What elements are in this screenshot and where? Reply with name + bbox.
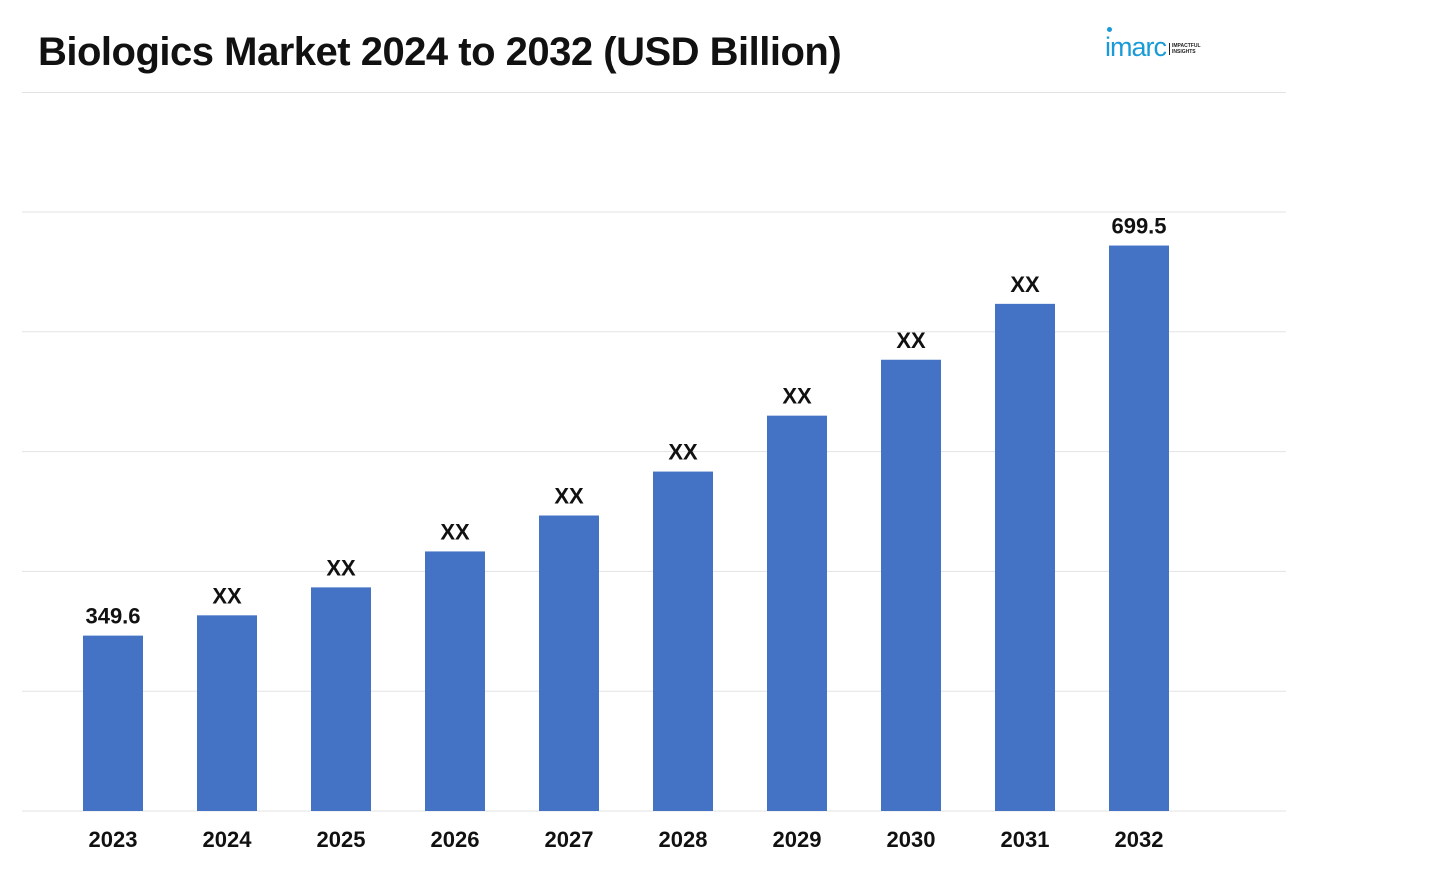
logo-tagline: IMPACTFUL INSIGHTS [1169, 43, 1201, 55]
bar-2023 [83, 635, 143, 811]
data-label-2024: XX [212, 583, 242, 608]
x-tick-2027: 2027 [545, 827, 594, 852]
logo-wordmark: imarc [1105, 27, 1167, 62]
bar-2030 [881, 359, 941, 811]
x-tick-2030: 2030 [887, 827, 936, 852]
bar-2029 [767, 415, 827, 811]
x-tick-2028: 2028 [659, 827, 708, 852]
data-label-2032: 699.5 [1111, 214, 1166, 239]
data-label-2023: 349.6 [85, 604, 140, 629]
imarc-logo: imarc IMPACTFUL INSIGHTS [1105, 27, 1201, 70]
bar-2026 [425, 551, 485, 811]
data-label-2027: XX [554, 483, 584, 508]
logo-tagline-line1: IMPACTFUL [1172, 43, 1201, 49]
x-tick-2029: 2029 [773, 827, 822, 852]
x-tick-2031: 2031 [1001, 827, 1050, 852]
data-label-2028: XX [668, 440, 698, 465]
bar-2024 [197, 615, 257, 811]
data-label-2029: XX [782, 384, 812, 409]
bar-2032 [1109, 245, 1169, 811]
data-label-2026: XX [440, 519, 470, 544]
data-label-2031: XX [1010, 272, 1040, 297]
bar-2028 [653, 471, 713, 811]
x-tick-2024: 2024 [203, 827, 253, 852]
x-axis-labels: 2023 2024 2025 2026 2027 2028 2029 2030 2031 2032 [89, 827, 1164, 852]
bar-2027 [539, 515, 599, 811]
data-labels: 349.6 XX XX XX XX XX XX XX XX 699.5 [85, 214, 1166, 629]
bar-2031 [995, 303, 1055, 811]
x-tick-2025: 2025 [317, 827, 366, 852]
data-label-2030: XX [896, 328, 926, 353]
x-tick-2026: 2026 [431, 827, 480, 852]
bars [83, 245, 1169, 811]
data-label-2025: XX [326, 555, 356, 580]
title-divider [22, 92, 1286, 93]
chart-title: Biologics Market 2024 to 2032 (USD Billi… [38, 30, 842, 74]
logo-tagline-line2: INSIGHTS [1172, 49, 1196, 55]
logo-text: imarc [1105, 32, 1167, 62]
x-tick-2023: 2023 [89, 827, 138, 852]
bar-2025 [311, 587, 371, 811]
x-tick-2032: 2032 [1115, 827, 1164, 852]
logo-dot-icon [1107, 27, 1112, 32]
